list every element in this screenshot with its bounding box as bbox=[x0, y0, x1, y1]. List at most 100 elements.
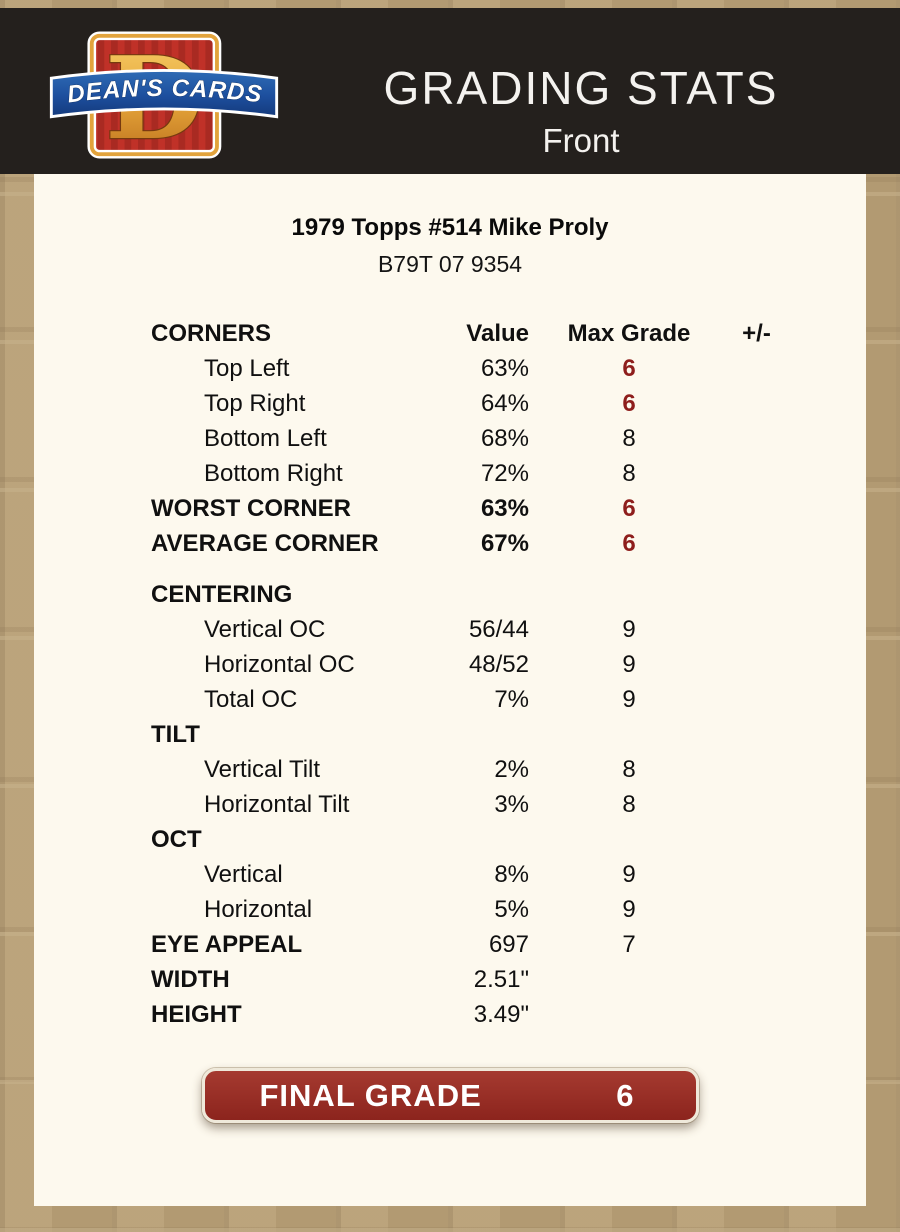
column-header-max-grade: Max Grade bbox=[567, 320, 691, 347]
table-row: WORST CORNER 63% 6 bbox=[151, 491, 866, 526]
final-grade-label: FINAL GRADE bbox=[259, 1077, 482, 1113]
row-grade bbox=[529, 997, 729, 1032]
row-label: AVERAGE CORNER bbox=[151, 530, 379, 557]
row-label: WORST CORNER bbox=[151, 495, 351, 522]
row-grade: 9 bbox=[622, 651, 636, 678]
row-plusminus bbox=[729, 612, 784, 647]
row-plusminus bbox=[729, 386, 784, 421]
row-grade bbox=[529, 717, 729, 752]
deans-cards-logo[interactable]: D DEAN'S CARDS bbox=[40, 30, 288, 160]
column-header-value: Value bbox=[466, 320, 529, 347]
row-label: TILT bbox=[151, 721, 200, 748]
row-value bbox=[439, 717, 529, 752]
table-row: Vertical Tilt 2% 8 bbox=[151, 752, 866, 787]
table-row: Total OC 7% 9 bbox=[151, 682, 866, 717]
table-row: AVERAGE CORNER 67% 6 bbox=[151, 526, 866, 561]
table-row: Bottom Right 72% 8 bbox=[151, 456, 866, 491]
row-grade: 6 bbox=[622, 530, 636, 557]
deans-cards-logo-graphic: D DEAN'S CARDS bbox=[49, 30, 279, 160]
table-row: EYE APPEAL 697 7 bbox=[151, 927, 866, 962]
row-label: Horizontal OC bbox=[204, 651, 355, 678]
header: D DEAN'S CARDS GRADING STATS Front bbox=[0, 8, 900, 174]
row-label: Horizontal Tilt bbox=[204, 791, 350, 818]
row-label: WIDTH bbox=[151, 966, 230, 993]
row-plusminus bbox=[729, 351, 784, 386]
row-value: 7% bbox=[494, 686, 529, 713]
row-plusminus bbox=[729, 717, 784, 752]
page-subtitle: Front bbox=[542, 122, 620, 159]
table-row: WIDTH 2.51" bbox=[151, 962, 866, 997]
row-label: EYE APPEAL bbox=[151, 931, 303, 958]
row-grade: 8 bbox=[622, 425, 636, 452]
row-label: Bottom Right bbox=[204, 460, 343, 487]
row-label: Bottom Left bbox=[204, 425, 327, 452]
table-row: Bottom Left 68% 8 bbox=[151, 421, 866, 456]
row-label: HEIGHT bbox=[151, 1001, 242, 1028]
table-row: HEIGHT 3.49" bbox=[151, 997, 866, 1032]
row-grade: 7 bbox=[622, 931, 636, 958]
row-plusminus bbox=[729, 962, 784, 997]
final-grade-value: 6 bbox=[616, 1077, 634, 1113]
grading-stats-table: CORNERS Value Max Grade +/- Top Left 63%… bbox=[151, 316, 866, 1032]
row-value: 48/52 bbox=[468, 651, 529, 678]
row-grade: 9 bbox=[622, 616, 636, 643]
row-plusminus bbox=[729, 892, 784, 927]
table-row: Horizontal Tilt 3% 8 bbox=[151, 787, 866, 822]
row-grade: 6 bbox=[622, 355, 636, 382]
table-row: Horizontal 5% 9 bbox=[151, 892, 866, 927]
row-value: 72% bbox=[480, 460, 529, 487]
row-plusminus bbox=[729, 857, 784, 892]
column-header-corners: CORNERS bbox=[151, 320, 272, 347]
row-value: 697 bbox=[488, 931, 529, 958]
row-plusminus bbox=[729, 526, 784, 561]
row-label: Horizontal bbox=[204, 896, 313, 923]
row-value: 3.49" bbox=[473, 1001, 529, 1028]
row-value: 63% bbox=[480, 495, 529, 522]
row-label: CENTERING bbox=[151, 581, 293, 608]
header-titles: GRADING STATS Front bbox=[290, 62, 872, 162]
row-plusminus bbox=[729, 997, 784, 1032]
row-plusminus bbox=[729, 647, 784, 682]
row-plusminus bbox=[729, 787, 784, 822]
row-grade bbox=[529, 822, 729, 857]
row-value: 64% bbox=[480, 390, 529, 417]
row-plusminus bbox=[729, 491, 784, 526]
row-value: 68% bbox=[480, 425, 529, 452]
row-label: Vertical OC bbox=[204, 616, 326, 643]
row-value: 63% bbox=[480, 355, 529, 382]
logo-ribbon bbox=[49, 69, 279, 119]
row-plusminus bbox=[729, 822, 784, 857]
row-value: 2.51" bbox=[473, 966, 529, 993]
stats-rows: Top Left 63% 6 Top Right 64% 6 Bottom Le… bbox=[151, 351, 866, 1032]
row-value: 67% bbox=[480, 530, 529, 557]
table-row: Top Right 64% 6 bbox=[151, 386, 866, 421]
row-grade: 6 bbox=[622, 390, 636, 417]
card-title: 1979 Topps #514 Mike Proly bbox=[291, 214, 609, 241]
row-plusminus bbox=[729, 752, 784, 787]
row-label: OCT bbox=[151, 826, 202, 853]
row-value: 5% bbox=[494, 896, 529, 923]
row-label: Total OC bbox=[204, 686, 298, 713]
final-grade-bar: FINAL GRADE 6 bbox=[201, 1068, 699, 1123]
row-plusminus bbox=[729, 456, 784, 491]
row-label: Top Right bbox=[204, 390, 306, 417]
row-grade: 9 bbox=[622, 686, 636, 713]
row-plusminus bbox=[729, 421, 784, 456]
row-label: Vertical bbox=[204, 861, 283, 888]
table-row: Vertical 8% 9 bbox=[151, 857, 866, 892]
row-label: Vertical Tilt bbox=[204, 756, 321, 783]
row-grade: 8 bbox=[622, 791, 636, 818]
row-value: 3% bbox=[494, 791, 529, 818]
row-value: 2% bbox=[494, 756, 529, 783]
column-header-plus-minus: +/- bbox=[742, 320, 771, 347]
row-grade bbox=[529, 962, 729, 997]
table-row: Horizontal OC 48/52 9 bbox=[151, 647, 866, 682]
row-grade: 6 bbox=[622, 495, 636, 522]
table-row: OCT bbox=[151, 822, 866, 857]
row-label: Top Left bbox=[204, 355, 290, 382]
table-row: Vertical OC 56/44 9 bbox=[151, 612, 866, 647]
table-row: Top Left 63% 6 bbox=[151, 351, 866, 386]
row-value bbox=[439, 822, 529, 857]
row-plusminus bbox=[729, 682, 784, 717]
